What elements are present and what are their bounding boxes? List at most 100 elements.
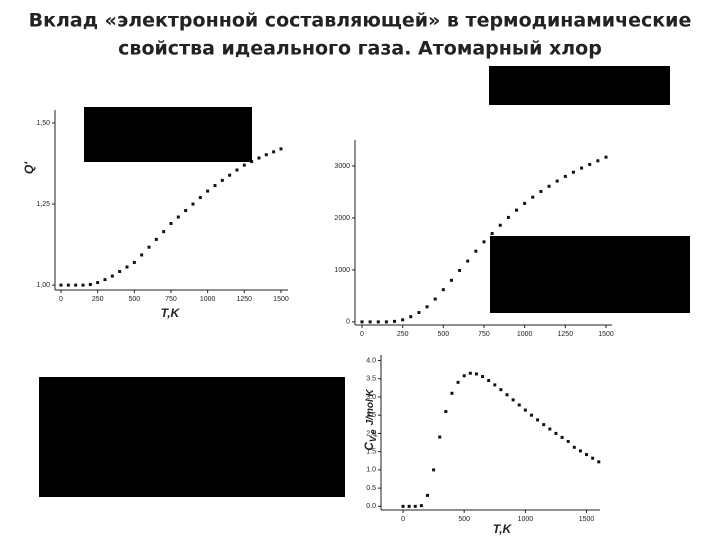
data-point: [235, 168, 239, 172]
x-tick-label: 750: [478, 331, 490, 338]
data-point: [279, 147, 283, 151]
data-point: [456, 380, 460, 384]
data-point: [548, 427, 552, 431]
data-point: [490, 232, 494, 236]
data-point: [505, 393, 509, 397]
data-point: [506, 215, 510, 219]
data-point: [578, 449, 582, 453]
x-tick-label: 1000: [517, 331, 533, 338]
x-tick-label: 500: [128, 296, 140, 303]
x-tick-label: 500: [437, 331, 449, 338]
data-point: [449, 278, 453, 282]
y-tick-label: 2.5: [366, 412, 376, 419]
x-tick-label: 0: [360, 331, 364, 338]
data-point: [140, 253, 144, 257]
data-point: [444, 410, 448, 414]
data-point: [220, 178, 224, 182]
data-point: [88, 282, 92, 286]
y-tick-label: 1,50: [36, 120, 50, 127]
data-point: [228, 173, 232, 177]
data-point: [96, 281, 100, 285]
data-point: [401, 504, 405, 508]
data-point: [604, 155, 608, 159]
data-point: [206, 189, 210, 193]
redaction: [84, 107, 252, 162]
data-point: [125, 265, 129, 269]
data-point: [433, 297, 437, 301]
title-line: Вклад «электронной составляющей» в термо…: [29, 10, 692, 32]
redaction: [39, 377, 345, 497]
data-point: [154, 237, 158, 241]
data-point: [523, 201, 527, 205]
data-point: [132, 260, 136, 264]
data-point: [81, 283, 85, 287]
data-point: [384, 320, 388, 324]
data-point: [588, 162, 592, 166]
y-axis-label-main: C: [362, 442, 376, 451]
data-point: [466, 259, 470, 263]
y-tick-label: 0: [346, 319, 350, 326]
data-point: [597, 460, 601, 464]
data-point: [555, 179, 559, 183]
data-point: [103, 278, 107, 282]
data-point: [376, 320, 380, 324]
data-point: [580, 166, 584, 170]
y-tick-label: 0.0: [366, 503, 376, 510]
x-tick-label: 1000: [518, 516, 534, 523]
x-axis-label: T,K: [493, 522, 513, 536]
data-point: [585, 453, 589, 457]
y-tick-label: 1000: [334, 267, 350, 274]
data-point: [542, 423, 546, 427]
x-tick-label: 1000: [200, 296, 216, 303]
data-point: [523, 408, 527, 412]
x-tick-label: 500: [458, 516, 470, 523]
data-point: [176, 215, 180, 219]
y-axis-label: Q': [22, 161, 36, 174]
y-tick-label: 0.5: [366, 485, 376, 492]
data-point: [425, 305, 429, 309]
data-point: [110, 274, 114, 278]
x-tick-label: 250: [397, 331, 409, 338]
data-point: [487, 379, 491, 383]
data-point: [393, 319, 397, 323]
data-point: [264, 153, 268, 157]
data-point: [563, 174, 567, 178]
data-point: [198, 196, 202, 200]
x-tick-label: 1500: [273, 296, 289, 303]
data-point: [74, 283, 78, 287]
x-tick-label: 1500: [598, 331, 614, 338]
x-tick-label: 250: [92, 296, 104, 303]
data-point: [59, 283, 63, 287]
y-tick-label: 3000: [334, 163, 350, 170]
y-tick-label: 4.0: [366, 357, 376, 364]
data-point: [554, 431, 558, 435]
x-tick-label: 750: [165, 296, 177, 303]
data-point: [511, 398, 515, 402]
data-point: [407, 504, 411, 508]
y-axis-label-sub: V,e: [368, 429, 378, 442]
data-point: [468, 371, 472, 375]
data-point: [368, 320, 372, 324]
data-point: [257, 156, 261, 160]
y-tick-label: 3.5: [366, 376, 376, 383]
charts: 1,00 1,25 1,50 0 250 500 750 1000 1250 1500 T,K Q' 0…: [22, 110, 614, 536]
data-point: [529, 413, 533, 417]
x-tick-label: 1500: [579, 516, 595, 523]
data-point: [401, 318, 405, 322]
x-tick-label: 1250: [237, 296, 253, 303]
data-point: [147, 245, 151, 249]
y-axis-label-main: Q': [22, 161, 36, 174]
data-point: [474, 372, 478, 376]
data-point: [450, 391, 454, 395]
data-point: [493, 383, 497, 387]
data-point: [417, 311, 421, 315]
data-point: [481, 375, 485, 379]
y-tick-label: 1.0: [366, 467, 376, 474]
data-point: [515, 208, 519, 212]
y-axis-label-unit: J/mol K: [365, 388, 376, 425]
data-point: [566, 439, 570, 443]
data-point: [499, 388, 503, 392]
data-point: [571, 170, 575, 174]
y-tick-label: 1.5: [366, 448, 376, 455]
x-tick-label: 1250: [558, 331, 574, 338]
